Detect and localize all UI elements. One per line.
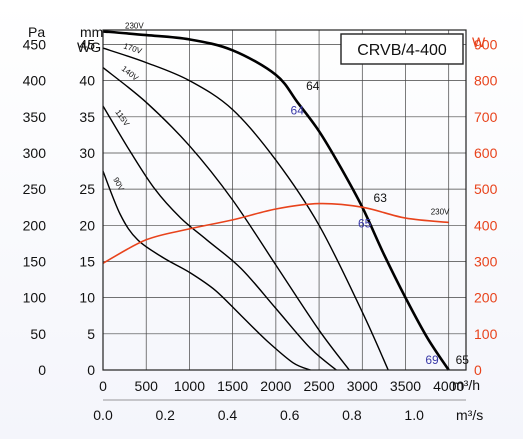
m3s-tick-label: 0.2	[155, 407, 175, 423]
pa-tick-label: 300	[23, 145, 47, 161]
m3h-tick-label: 3500	[390, 378, 421, 394]
w-tick-label: 200	[474, 290, 498, 306]
m3h-tick-label: 2000	[260, 378, 291, 394]
m3h-tick-label: 0	[99, 378, 107, 394]
w-tick-label: 800	[474, 73, 498, 89]
m3s-tick-label: 0.8	[342, 407, 362, 423]
w-tick-label: 700	[474, 109, 498, 125]
mmwg-axis-label-line2: WG	[77, 39, 101, 55]
m3h-tick-label: 2500	[303, 378, 334, 394]
mmwg-tick-label: 0	[87, 362, 95, 378]
efficiency-annotation: 65	[456, 353, 470, 367]
curve-170v-pressure	[103, 48, 388, 370]
m3s-axis-label: m³/s	[456, 407, 483, 423]
pa-tick-label: 50	[30, 326, 46, 342]
w-tick-label: 300	[474, 253, 498, 269]
curve-140v-pressure	[103, 68, 349, 370]
w-tick-label: 500	[474, 181, 498, 197]
w-tick-label: 0	[474, 362, 482, 378]
series-label: 230V	[431, 207, 450, 216]
m3h-tick-label: 1500	[217, 378, 248, 394]
mmwg-tick-label: 30	[79, 145, 95, 161]
m3s-tick-label: 0.6	[280, 407, 300, 423]
mmwg-tick-label: 25	[79, 181, 95, 197]
series-label: 170V	[122, 41, 143, 56]
m3s-tick-label: 0.0	[93, 407, 113, 423]
pa-tick-label: 350	[23, 109, 47, 125]
series-label: 90V	[111, 176, 126, 193]
pa-tick-label: 200	[23, 217, 47, 233]
mmwg-tick-label: 15	[79, 253, 95, 269]
m3h-tick-label: 500	[135, 378, 159, 394]
pa-tick-label: 100	[23, 290, 47, 306]
w-tick-label: 400	[474, 217, 498, 233]
pa-tick-label: 0	[38, 362, 46, 378]
mmwg-axis-label-line1: mm	[80, 24, 103, 40]
efficiency-annotation: 69	[425, 353, 439, 367]
series-label: 140V	[120, 64, 141, 83]
pa-axis-label: Pa	[28, 24, 45, 40]
mmwg-tick-label: 35	[79, 109, 95, 125]
mmwg-tick-label: 5	[87, 326, 95, 342]
efficiency-annotation: 64	[291, 104, 305, 118]
efficiency-annotation: 64	[306, 79, 320, 93]
w-axis-label: W	[472, 34, 486, 50]
chart-title: CRVB/4-400	[357, 42, 447, 59]
m3s-tick-label: 0.4	[218, 407, 238, 423]
pa-tick-label: 250	[23, 181, 47, 197]
series-label: 230V	[125, 21, 144, 30]
curve-115v-pressure	[103, 106, 336, 370]
m3h-axis-label: m³/h	[452, 377, 480, 393]
mmwg-tick-label: 20	[79, 217, 95, 233]
series-label: 115V	[113, 108, 131, 129]
m3h-tick-label: 1000	[174, 378, 205, 394]
pa-tick-label: 400	[23, 73, 47, 89]
w-tick-label: 600	[474, 145, 498, 161]
efficiency-annotation: 63	[374, 191, 388, 205]
mmwg-tick-label: 10	[79, 290, 95, 306]
w-tick-label: 100	[474, 326, 498, 342]
pa-tick-label: 150	[23, 253, 47, 269]
mmwg-tick-label: 40	[79, 73, 95, 89]
efficiency-annotation: 65	[358, 216, 372, 230]
m3h-tick-label: 3000	[347, 378, 378, 394]
m3s-tick-label: 1.0	[404, 407, 424, 423]
